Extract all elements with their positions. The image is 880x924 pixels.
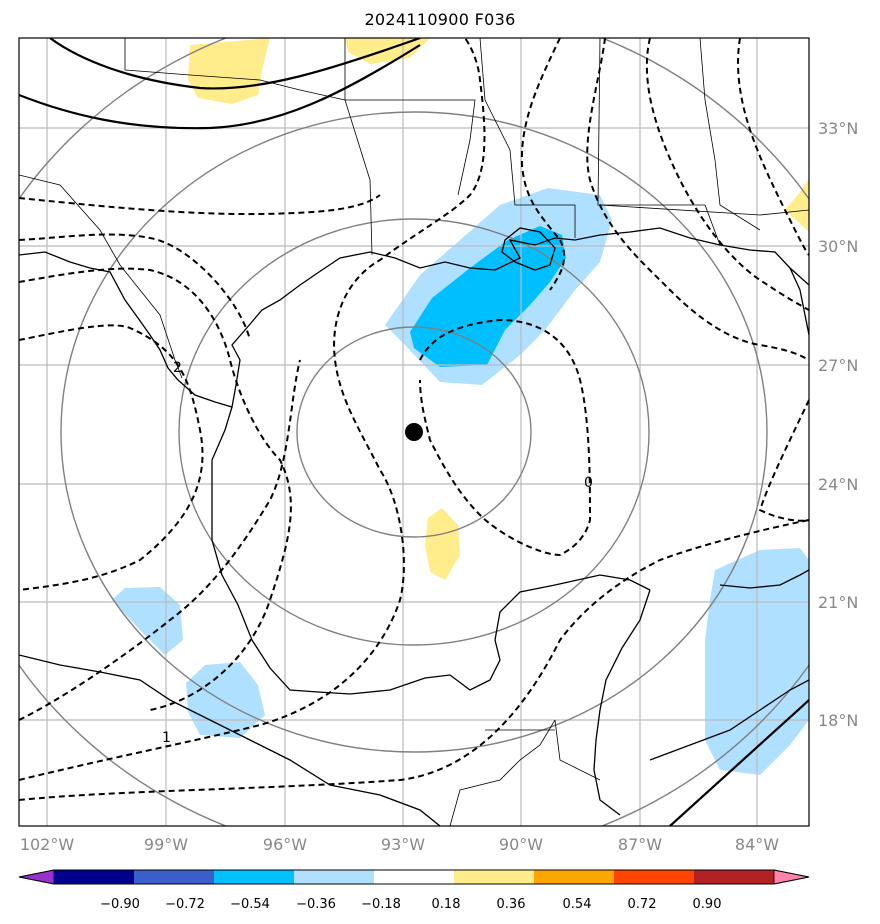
colorbar-tick-label: 0.36 — [497, 897, 526, 912]
lon-tick-label: 96°W — [263, 835, 307, 854]
contour-line — [49, 38, 421, 90]
belize-border — [554, 719, 601, 781]
lat-tick-label: 24°N — [818, 475, 858, 494]
yucatan — [593, 589, 651, 816]
colorbar-swatch — [454, 870, 535, 884]
colorbar-tick-label: −0.18 — [361, 897, 401, 912]
colorbar-swatch — [214, 870, 295, 884]
colorbar-outline — [18, 869, 810, 885]
state-line-al — [597, 38, 721, 246]
solid-contours — [19, 38, 809, 826]
negative-anomaly-mexico-2 — [186, 662, 265, 738]
colorbar-extend-min — [18, 869, 55, 885]
contour-line — [419, 318, 592, 557]
colorbar-tick-label: −0.54 — [230, 897, 270, 912]
state-line-ar-la — [345, 99, 476, 196]
colorbar-tick-label: −0.90 — [100, 897, 140, 912]
colorbar-tick-label: 0.72 — [628, 897, 657, 912]
lon-tick-label: 102°W — [20, 835, 75, 854]
colorbar-swatch — [134, 870, 215, 884]
lat-tick-label: 33°N — [818, 119, 858, 138]
contour-line — [19, 519, 809, 801]
map-title: 2024110900 F036 — [364, 10, 516, 29]
contour-line — [19, 324, 204, 591]
colorbar-tick-label: 0.90 — [693, 897, 722, 912]
gridlines — [19, 38, 809, 826]
us-mexico-border — [19, 174, 183, 379]
state-line-ms — [479, 38, 576, 238]
colorbar-swatch — [374, 870, 455, 884]
mexico-guatemala-border — [449, 719, 556, 826]
storm-center-marker — [405, 423, 423, 441]
contour-line — [19, 44, 421, 130]
lon-tick-label: 87°W — [618, 835, 662, 854]
colorbar-tick-label: 0.18 — [432, 897, 461, 912]
contour-line — [737, 38, 809, 256]
colorbar-tick-label: −0.72 — [165, 897, 205, 912]
lat-tick-label: 30°N — [818, 237, 858, 256]
political-borders — [19, 38, 809, 826]
contour-line — [19, 233, 251, 341]
lon-tick-label: 84°W — [735, 835, 779, 854]
mississippi-delta — [501, 227, 556, 271]
state-line-fl — [599, 204, 809, 216]
contour-line — [645, 38, 809, 311]
contour-label: 0 — [584, 475, 593, 491]
colorbar-extend-max — [773, 869, 810, 885]
lon-tick-label: 90°W — [499, 835, 543, 854]
positive-anomaly-north — [188, 38, 270, 104]
lon-tick-label: 93°W — [381, 835, 425, 854]
colorbar-tick-label: −0.36 — [296, 897, 336, 912]
dashed-contours — [19, 38, 809, 801]
longitude-labels: 102°W 99°W 96°W 93°W 90°W 87°W 84°W — [20, 835, 779, 854]
florida-coast — [789, 267, 809, 336]
contour-line — [520, 38, 566, 291]
contour-label: 2 — [173, 360, 182, 376]
colorbar — [18, 869, 810, 885]
contour-line — [19, 194, 381, 216]
cuba-west — [719, 569, 809, 589]
cuba — [649, 679, 809, 761]
positive-anomaly-gulf — [425, 508, 460, 580]
colorbar-swatch — [694, 870, 775, 884]
contour-line — [586, 38, 809, 361]
lat-tick-label: 21°N — [818, 593, 858, 612]
negative-anomaly-mexico-1 — [112, 587, 183, 655]
colorbar-swatch — [54, 870, 135, 884]
state-line-tx-la — [344, 38, 373, 256]
contour-line — [19, 359, 301, 721]
contour-line — [669, 699, 809, 826]
colorbar-swatch — [534, 870, 615, 884]
coastlines — [19, 227, 809, 826]
contour-line — [19, 267, 292, 711]
lon-tick-label: 99°W — [144, 835, 188, 854]
gulf-coast-usa — [19, 227, 809, 408]
state-line-tx-ok — [124, 38, 346, 101]
colorbar-swatch — [294, 870, 375, 884]
lat-tick-label: 18°N — [818, 711, 858, 730]
contour-line — [758, 399, 809, 522]
colorbar-tick-label: 0.54 — [563, 897, 592, 912]
mexico-coast — [211, 406, 651, 695]
contour-label: 1 — [162, 730, 171, 746]
map-frame — [18, 37, 810, 827]
colorbar-swatch — [614, 870, 695, 884]
range-rings — [19, 38, 809, 826]
colorbar-labels: −0.90 −0.72 −0.54 −0.36 −0.18 0.18 0.36 … — [100, 897, 721, 912]
mexico-pacific-coast — [19, 654, 441, 826]
lat-tick-label: 27°N — [818, 356, 858, 375]
latitude-labels: 33°N 30°N 27°N 24°N 21°N 18°N — [818, 119, 858, 730]
